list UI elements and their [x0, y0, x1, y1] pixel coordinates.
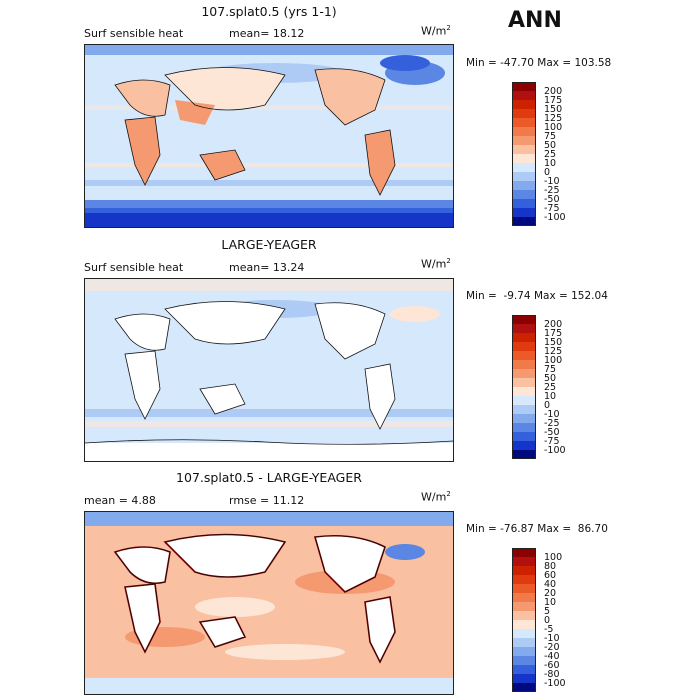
colorbar-tick-label: -20 — [544, 642, 560, 653]
panel-3-title: 107.splat0.5 - LARGE-YEAGER — [176, 470, 362, 485]
colorbar-tick-label: 75 — [544, 131, 557, 142]
colorbar-tick-label: -100 — [544, 678, 566, 689]
colorbar-frame — [512, 82, 536, 226]
colorbar-tick-label: 60 — [544, 570, 557, 581]
panel-1-center-label: mean= 18.12 — [229, 27, 305, 40]
colorbar-tick-label: -10 — [544, 176, 560, 187]
colorbar-tick-label: 40 — [544, 579, 557, 590]
panel-1-map — [84, 44, 454, 228]
panel-1-minmax: Min = -47.70 Max = 103.58 — [466, 57, 612, 69]
colorbar-tick-label: 100 — [544, 355, 563, 366]
panel-2-title: LARGE-YEAGER — [221, 237, 317, 252]
colorbar-tick-label: -75 — [544, 436, 560, 447]
colorbar-tick-label: -5 — [544, 624, 554, 635]
panel-3-units: W/m2 — [421, 490, 451, 504]
colorbar-tick-label: 80 — [544, 561, 557, 572]
colorbar-tick-label: 125 — [544, 113, 563, 124]
panel-2-minmax: Min = -9.74 Max = 152.04 — [466, 290, 608, 302]
panel-1-units: W/m2 — [421, 24, 451, 38]
colorbar-frame — [512, 315, 536, 459]
colorbar-tick-label: 10 — [544, 391, 557, 402]
panel-2-map — [84, 278, 454, 462]
colorbar-tick-label: 10 — [544, 158, 557, 169]
colorbar-tick-label: -50 — [544, 194, 560, 205]
colorbar-tick-label: -25 — [544, 418, 560, 429]
colorbar-tick-label: 175 — [544, 95, 563, 106]
colorbar-tick-label: 20 — [544, 588, 557, 599]
colorbar-tick-label: -75 — [544, 203, 560, 214]
colorbar-frame — [512, 548, 536, 692]
colorbar-tick-label: 10 — [544, 597, 557, 608]
colorbar-tick-label: -100 — [544, 445, 566, 456]
panel-2-left-label: Surf sensible heat — [84, 261, 184, 274]
panel-1-left-label: Surf sensible heat — [84, 27, 184, 40]
colorbar-tick-label: 25 — [544, 382, 557, 393]
colorbar-tick-label: 50 — [544, 140, 557, 151]
colorbar-tick-label: 25 — [544, 149, 557, 160]
colorbar-tick-label: 0 — [544, 615, 551, 626]
colorbar-tick-label: -10 — [544, 409, 560, 420]
colorbar-tick-label: -50 — [544, 427, 560, 438]
colorbar-tick-label: 50 — [544, 373, 557, 384]
colorbar-tick-label: 5 — [544, 606, 551, 617]
panel-3-map — [84, 511, 454, 695]
colorbar-tick-label: 0 — [544, 167, 551, 178]
colorbar-tick-label: -60 — [544, 660, 560, 671]
colorbar-tick-label: 200 — [544, 86, 563, 97]
colorbar-tick-label: 175 — [544, 328, 563, 339]
colorbar-tick-label: -40 — [544, 651, 560, 662]
panel-3-left-label: mean = 4.88 — [84, 494, 156, 507]
panel-3-center-label: rmse = 11.12 — [229, 494, 305, 507]
colorbar-tick-label: 100 — [544, 552, 563, 563]
colorbar-tick-label: 150 — [544, 104, 563, 115]
colorbar-tick-label: 100 — [544, 122, 563, 133]
colorbar-tick-label: -100 — [544, 212, 566, 223]
colorbar-tick-label: 0 — [544, 400, 551, 411]
panel-3-minmax: Min = -76.87 Max = 86.70 — [466, 523, 608, 535]
panel-2-units: W/m2 — [421, 257, 451, 271]
colorbar-tick-label: 200 — [544, 319, 563, 330]
colorbar-tick-label: -10 — [544, 633, 560, 644]
colorbar-tick-label: -80 — [544, 669, 560, 680]
colorbar-tick-label: 125 — [544, 346, 563, 357]
panel-1-title: 107.splat0.5 (yrs 1-1) — [201, 4, 337, 19]
colorbar-tick-label: -25 — [544, 185, 560, 196]
colorbar-tick-label: 75 — [544, 364, 557, 375]
season-label: ANN — [508, 8, 562, 33]
panel-2-center-label: mean= 13.24 — [229, 261, 305, 274]
colorbar-tick-label: 150 — [544, 337, 563, 348]
